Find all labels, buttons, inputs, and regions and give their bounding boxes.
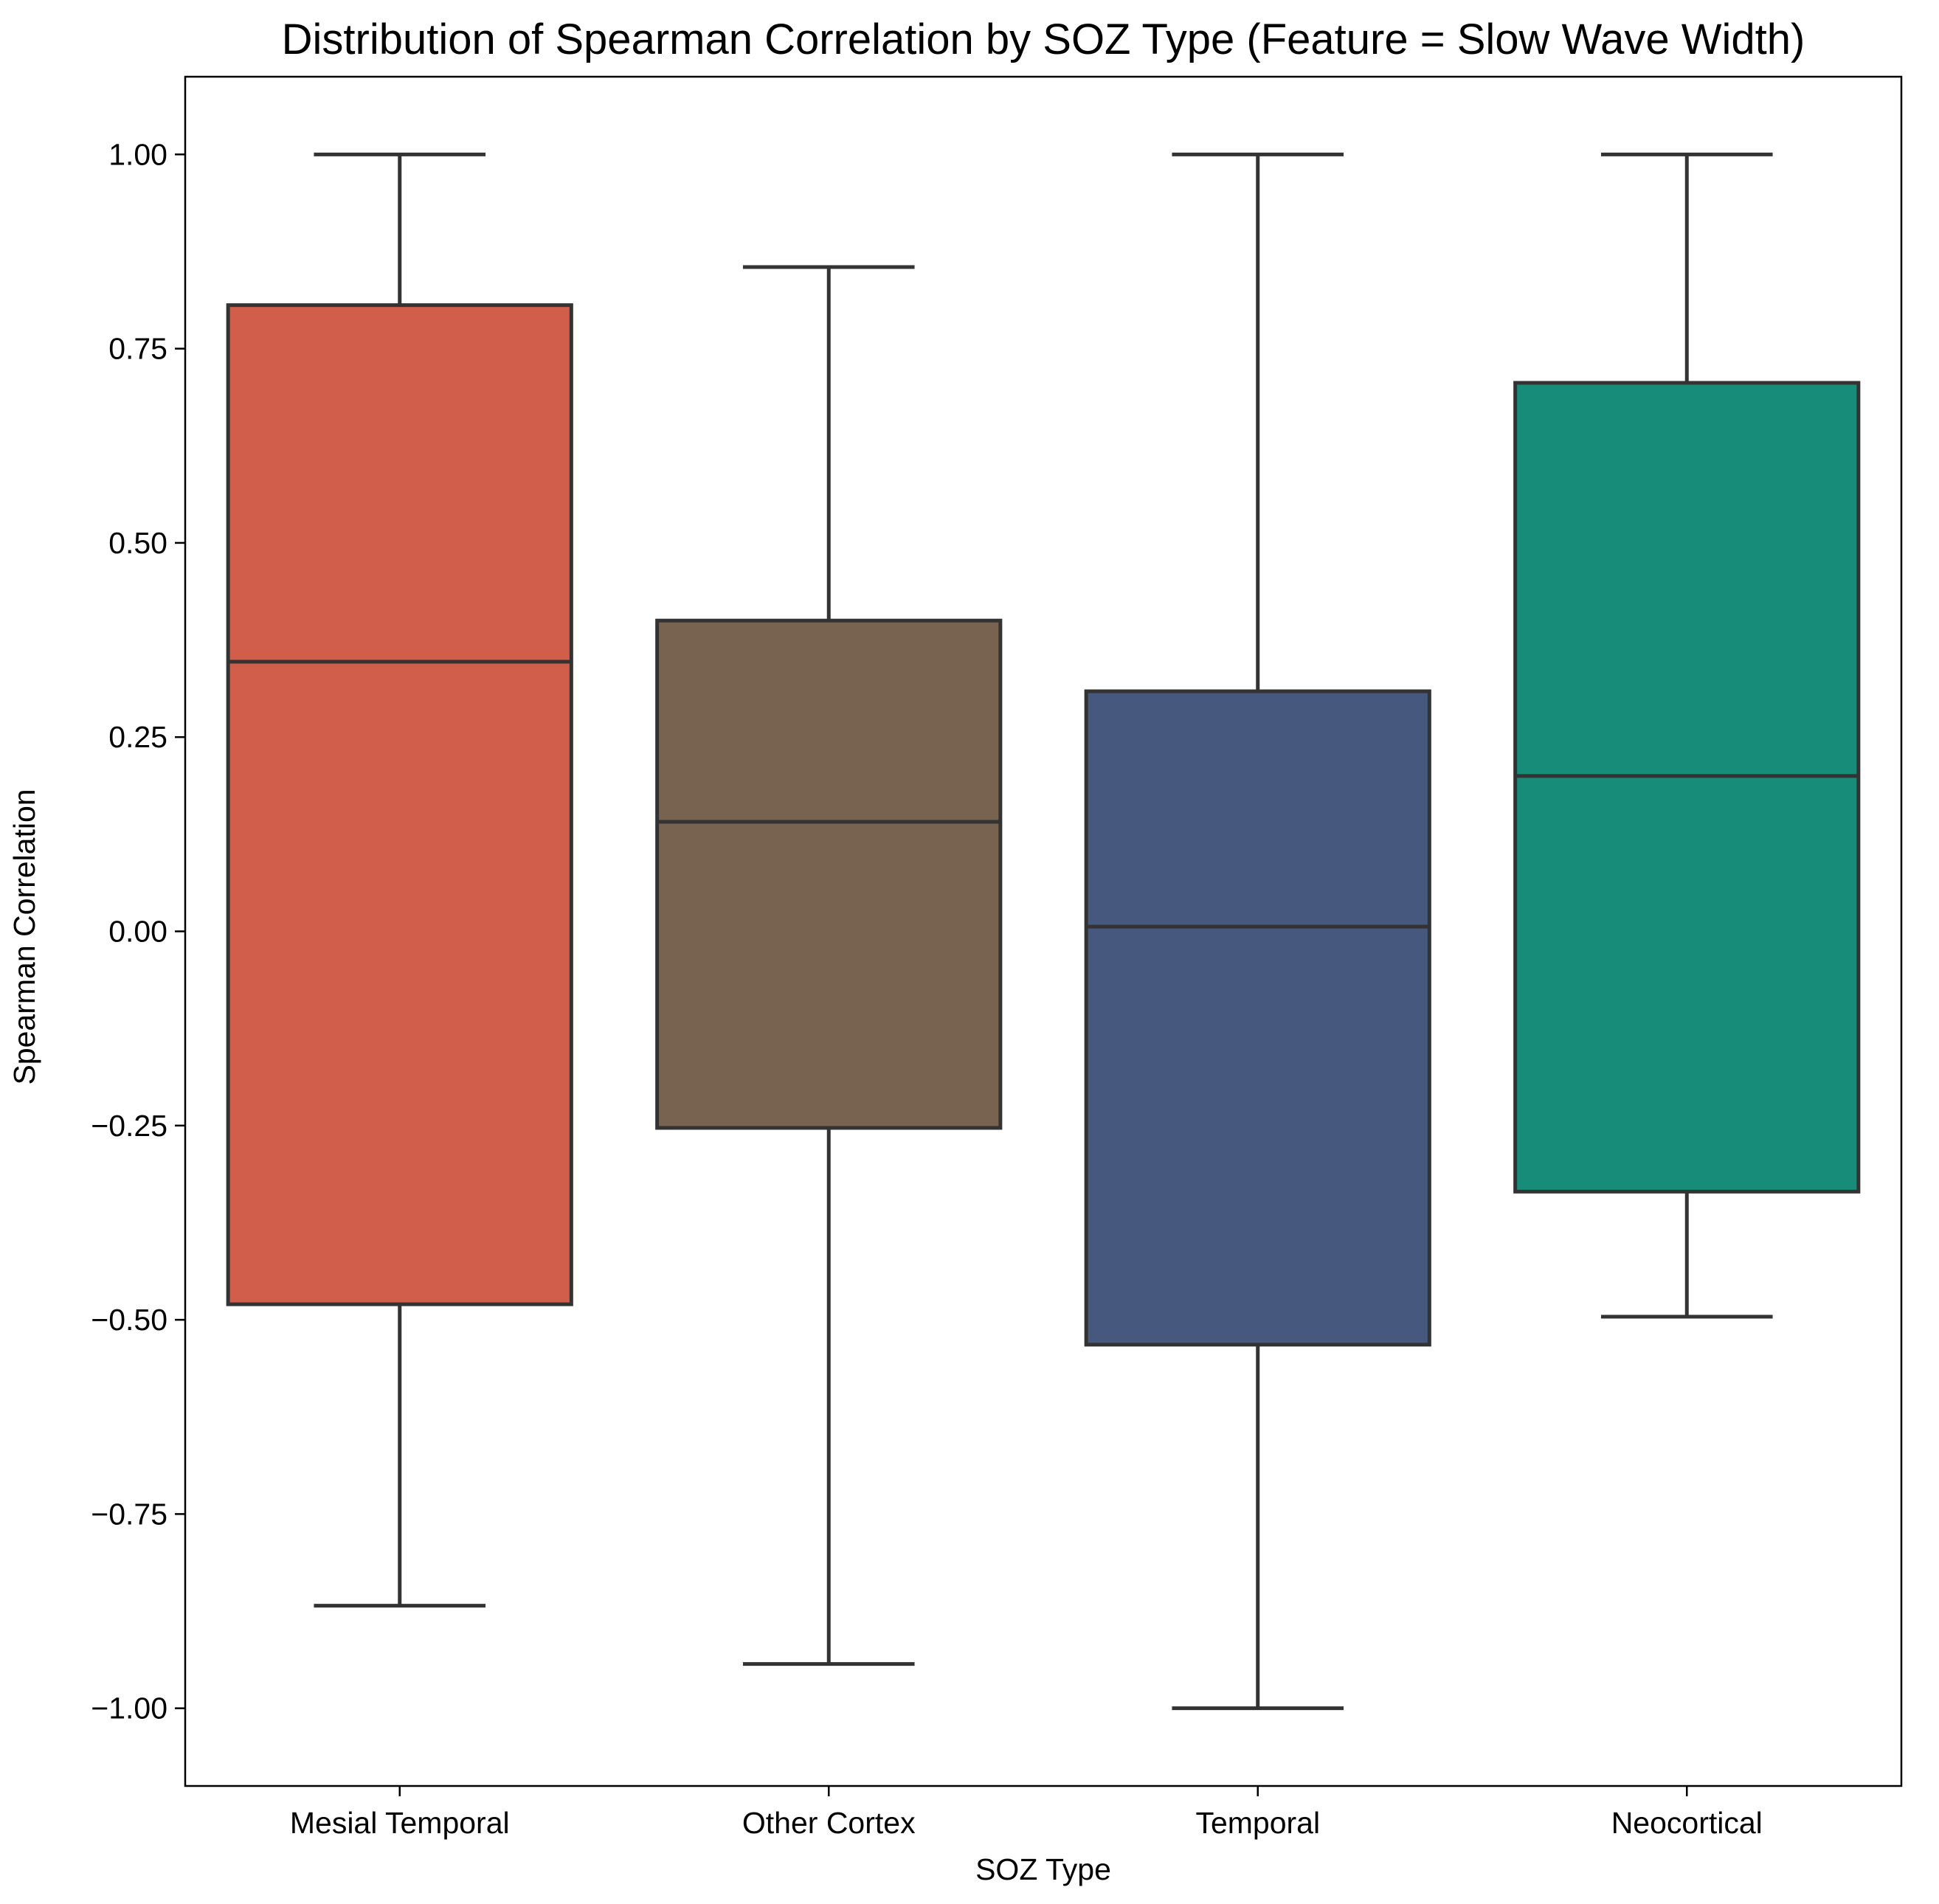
x-tick-label: Mesial Temporal [290, 1806, 510, 1840]
y-tick-label: −0.25 [91, 1109, 167, 1143]
box-iqr [1513, 381, 1861, 1194]
box-group-mesial-temporal [226, 152, 573, 1608]
y-tick-label: 0.75 [108, 332, 167, 366]
y-tick-label: 0.50 [108, 526, 167, 560]
chart-title: Distribution of Spearman Correlation by … [282, 15, 1805, 63]
x-tick-label: Other Cortex [742, 1806, 916, 1840]
box-iqr [1084, 689, 1431, 1347]
y-tick-label: −0.75 [91, 1497, 167, 1531]
x-axis-label: SOZ Type [975, 1852, 1111, 1886]
plot-area: 1.00 0.75 0.50 0.25 0.00 −0.25 −0.50 −0.75 −1.00… [91, 75, 1903, 1840]
box-group-other-cortex [655, 265, 1003, 1666]
y-tick-label: 1.00 [108, 137, 167, 171]
box-iqr [226, 303, 573, 1306]
y-tick-label: −0.50 [91, 1303, 167, 1337]
box-group-neocortical [1513, 152, 1861, 1319]
y-tick-label: 0.25 [108, 720, 167, 754]
x-tick-label: Temporal [1195, 1806, 1320, 1840]
box-iqr [655, 618, 1003, 1130]
y-tick-label: −1.00 [91, 1692, 167, 1725]
x-tick-label: Neocortical [1611, 1806, 1763, 1840]
y-tick-label: 0.00 [108, 915, 167, 949]
y-axis-label: Spearman Correlation [7, 789, 41, 1084]
box-group-temporal [1084, 152, 1431, 1711]
